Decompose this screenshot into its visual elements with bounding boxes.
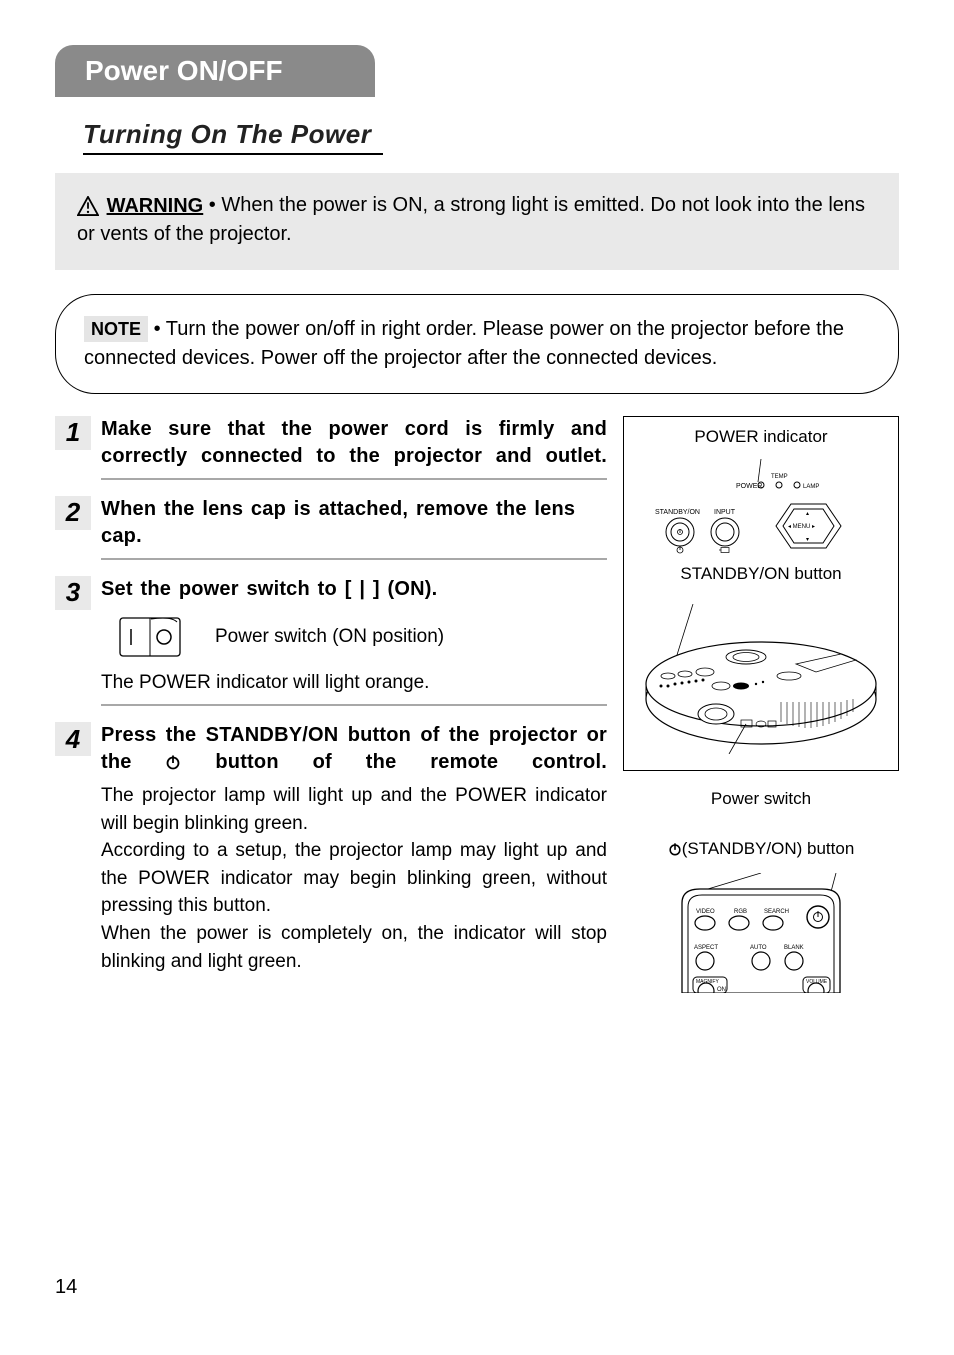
projector-diagram	[641, 604, 881, 754]
step-title: When the lens cap is attached, remove th…	[101, 496, 607, 550]
svg-text:ASPECT: ASPECT	[694, 945, 718, 951]
step-title: Make sure that the power cord is firmly …	[101, 416, 607, 470]
panel-lamp-label: LAMP	[803, 484, 819, 490]
standby-power-icon	[165, 754, 181, 770]
power-indicator-label: POWER indicator	[632, 427, 890, 447]
panel-input-label: INPUT	[714, 509, 736, 516]
remote-diagram: VIDEO RGB SEARCH ASPECT AUTO BLANK MAGNI…	[666, 873, 856, 993]
panel-temp-label: TEMP	[771, 474, 788, 480]
subtitle-wrap: Turning On The Power	[83, 119, 899, 155]
step-3: 3 Set the power switch to [ | ] (ON). Po…	[55, 576, 607, 707]
svg-text:VOLUME: VOLUME	[806, 979, 828, 985]
svg-text:ON: ON	[717, 987, 726, 993]
svg-text:MAGNIFY: MAGNIFY	[696, 979, 719, 985]
divider	[101, 558, 607, 560]
switch-caption: Power switch (ON position)	[215, 626, 444, 648]
control-panel-diagram: POWER TEMP LAMP STANDBY/ON INPUT	[651, 459, 871, 554]
step-4: 4 Press the STANDBY/ON button of the pro…	[55, 722, 607, 975]
power-switch-icon	[119, 617, 181, 657]
power-switch-label: Power switch	[623, 789, 899, 809]
step-subtext: The POWER indicator will light orange.	[101, 669, 607, 697]
svg-text:RGB: RGB	[734, 909, 747, 915]
section-tab: Power ON/OFF	[55, 45, 375, 97]
svg-text:BLANK: BLANK	[784, 945, 804, 951]
step-text: According to a setup, the projector lamp…	[101, 837, 607, 920]
page-number: 14	[55, 1276, 77, 1299]
svg-text:▾: ▾	[806, 537, 809, 543]
svg-text:▴: ▴	[806, 511, 809, 517]
step-2: 2 When the lens cap is attached, remove …	[55, 496, 607, 560]
warning-block: WARNING • When the power is ON, a strong…	[55, 173, 899, 270]
switch-row: Power switch (ON position)	[119, 617, 607, 657]
step-number: 4	[55, 722, 91, 756]
panel-standby-label: STANDBY/ON	[655, 509, 700, 516]
warning-label: WARNING	[107, 195, 204, 217]
step-title: Set the power switch to [ | ] (ON).	[101, 576, 607, 603]
steps-area: 1 Make sure that the power cord is firml…	[55, 416, 899, 993]
steps-list: 1 Make sure that the power cord is firml…	[55, 416, 607, 993]
warning-triangle-icon	[77, 196, 99, 216]
step-text: The projector lamp will light up and the…	[101, 782, 607, 837]
standby-button-label: STANDBY/ON button	[632, 564, 890, 584]
step-number: 3	[55, 576, 91, 610]
standby-power-icon	[668, 842, 682, 856]
step-text: When the power is completely on, the ind…	[101, 920, 607, 975]
diagram-box: POWER indicator POWER TEMP LAMP STANDBY/…	[623, 416, 899, 771]
diagram-column: POWER indicator POWER TEMP LAMP STANDBY/…	[623, 416, 899, 993]
note-text: • Turn the power on/off in right order. …	[84, 318, 844, 369]
svg-text:SEARCH: SEARCH	[764, 909, 789, 915]
svg-text:VIDEO: VIDEO	[696, 909, 715, 915]
divider	[101, 478, 607, 480]
svg-text:AUTO: AUTO	[750, 945, 767, 951]
page-subtitle: Turning On The Power	[83, 119, 383, 155]
note-label: NOTE	[84, 316, 148, 342]
note-block: NOTE • Turn the power on/off in right or…	[55, 294, 899, 394]
step-number: 2	[55, 496, 91, 530]
remote-button-label: (STANDBY/ON) button	[623, 839, 899, 859]
step-title: Press the STANDBY/ON button of the proje…	[101, 722, 607, 776]
panel-menu-label: ◂ MENU ▸	[788, 524, 815, 530]
step-number: 1	[55, 416, 91, 450]
step-1: 1 Make sure that the power cord is firml…	[55, 416, 607, 480]
divider	[101, 704, 607, 706]
